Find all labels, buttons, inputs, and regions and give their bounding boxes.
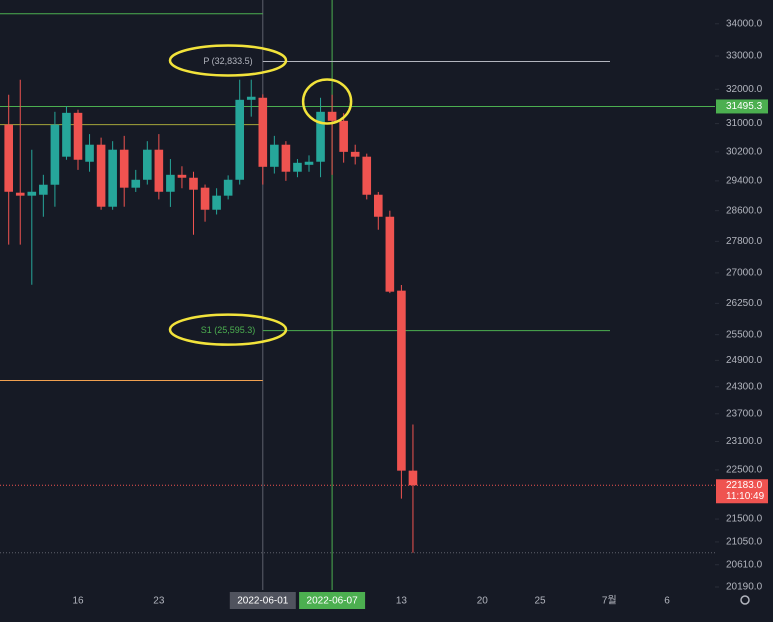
countdown: 11:10:49 bbox=[726, 491, 765, 502]
y-tick-label: 24300.0 bbox=[726, 381, 763, 392]
candle-body bbox=[408, 470, 418, 486]
candle-body bbox=[339, 120, 348, 152]
candle-body bbox=[50, 124, 60, 185]
last-price-box bbox=[716, 479, 768, 504]
x-tick-label: 20 bbox=[477, 596, 489, 607]
candle-body bbox=[281, 144, 291, 172]
x-tick-label: 7월 bbox=[602, 595, 617, 607]
y-tick-label: 22500.0 bbox=[726, 465, 763, 476]
y-tick-label: 24900.0 bbox=[726, 355, 763, 366]
date-highlight bbox=[229, 592, 296, 609]
x-tick-label: 13 bbox=[396, 596, 408, 607]
y-tick-label: 31000.0 bbox=[726, 118, 763, 129]
candle-body bbox=[119, 149, 129, 188]
candle-body bbox=[223, 179, 233, 196]
candle-body bbox=[154, 149, 164, 192]
settings-icon[interactable] bbox=[740, 595, 750, 605]
candle-body bbox=[350, 151, 360, 157]
candle-body bbox=[304, 161, 314, 165]
crosshair-price: 31495.3 bbox=[726, 101, 763, 112]
y-tick-label: 21050.0 bbox=[726, 537, 763, 548]
x-tick-label: 23 bbox=[153, 596, 165, 607]
candle-body bbox=[385, 216, 395, 292]
candle-body bbox=[270, 144, 279, 167]
x-tick-label: 2022-06-07 bbox=[307, 596, 359, 607]
candle-body bbox=[166, 174, 175, 192]
y-tick-label: 29400.0 bbox=[726, 176, 763, 187]
y-tick-label: 30200.0 bbox=[726, 146, 763, 157]
candle-body bbox=[316, 111, 325, 162]
y-tick-label: 26250.0 bbox=[726, 298, 763, 309]
y-tick-label: 25500.0 bbox=[726, 329, 763, 340]
date-highlight bbox=[299, 592, 366, 609]
y-tick-label: 20190.0 bbox=[726, 582, 763, 593]
x-tick-label: 6 bbox=[664, 596, 670, 607]
y-tick-label: 28600.0 bbox=[726, 205, 763, 216]
candle-body bbox=[143, 149, 152, 180]
annotation-circle bbox=[301, 78, 353, 125]
candle-body bbox=[27, 191, 37, 196]
candle-body bbox=[73, 112, 83, 160]
candle-body bbox=[293, 162, 302, 172]
candle-body bbox=[177, 174, 187, 178]
candle-body bbox=[362, 156, 372, 195]
candle-body bbox=[235, 99, 244, 180]
y-tick-label: 27800.0 bbox=[726, 236, 763, 247]
y-tick-label: 20610.0 bbox=[726, 559, 763, 570]
candle-body bbox=[397, 290, 406, 471]
x-tick-label: 25 bbox=[534, 596, 546, 607]
candle-body bbox=[15, 192, 25, 196]
x-tick-label: 2022-06-01 bbox=[237, 596, 289, 607]
candle-body bbox=[212, 195, 221, 210]
last-price-label: 22183.0 bbox=[726, 480, 763, 491]
candle-body bbox=[374, 194, 383, 217]
pivot-label: P (32,833.5) bbox=[203, 56, 252, 66]
candle-body bbox=[200, 187, 210, 210]
candle-body bbox=[246, 96, 256, 100]
y-tick-label: 32000.0 bbox=[726, 84, 763, 95]
annotation-ellipse bbox=[168, 44, 288, 77]
y-tick-label: 23100.0 bbox=[726, 436, 763, 447]
candle-body bbox=[39, 184, 48, 195]
pivot-label: S1 (25,595.3) bbox=[201, 325, 256, 335]
candle-body bbox=[189, 177, 198, 190]
candle-body bbox=[96, 144, 106, 207]
candle-body bbox=[327, 111, 337, 121]
y-tick-label: 33000.0 bbox=[726, 51, 763, 62]
candle-body bbox=[62, 112, 71, 157]
candle-body bbox=[131, 179, 141, 188]
candle-body bbox=[258, 97, 268, 167]
candle-body bbox=[85, 144, 94, 162]
annotation-ellipse bbox=[168, 313, 288, 346]
x-tick-label: 16 bbox=[72, 596, 84, 607]
y-tick-label: 34000.0 bbox=[726, 18, 763, 29]
y-tick-label: 23700.0 bbox=[726, 408, 763, 419]
candle-body bbox=[108, 149, 117, 207]
y-tick-label: 21500.0 bbox=[726, 514, 763, 525]
candle-body bbox=[4, 124, 14, 192]
y-tick-label: 27000.0 bbox=[726, 268, 763, 279]
crosshair-price-box bbox=[716, 99, 768, 114]
